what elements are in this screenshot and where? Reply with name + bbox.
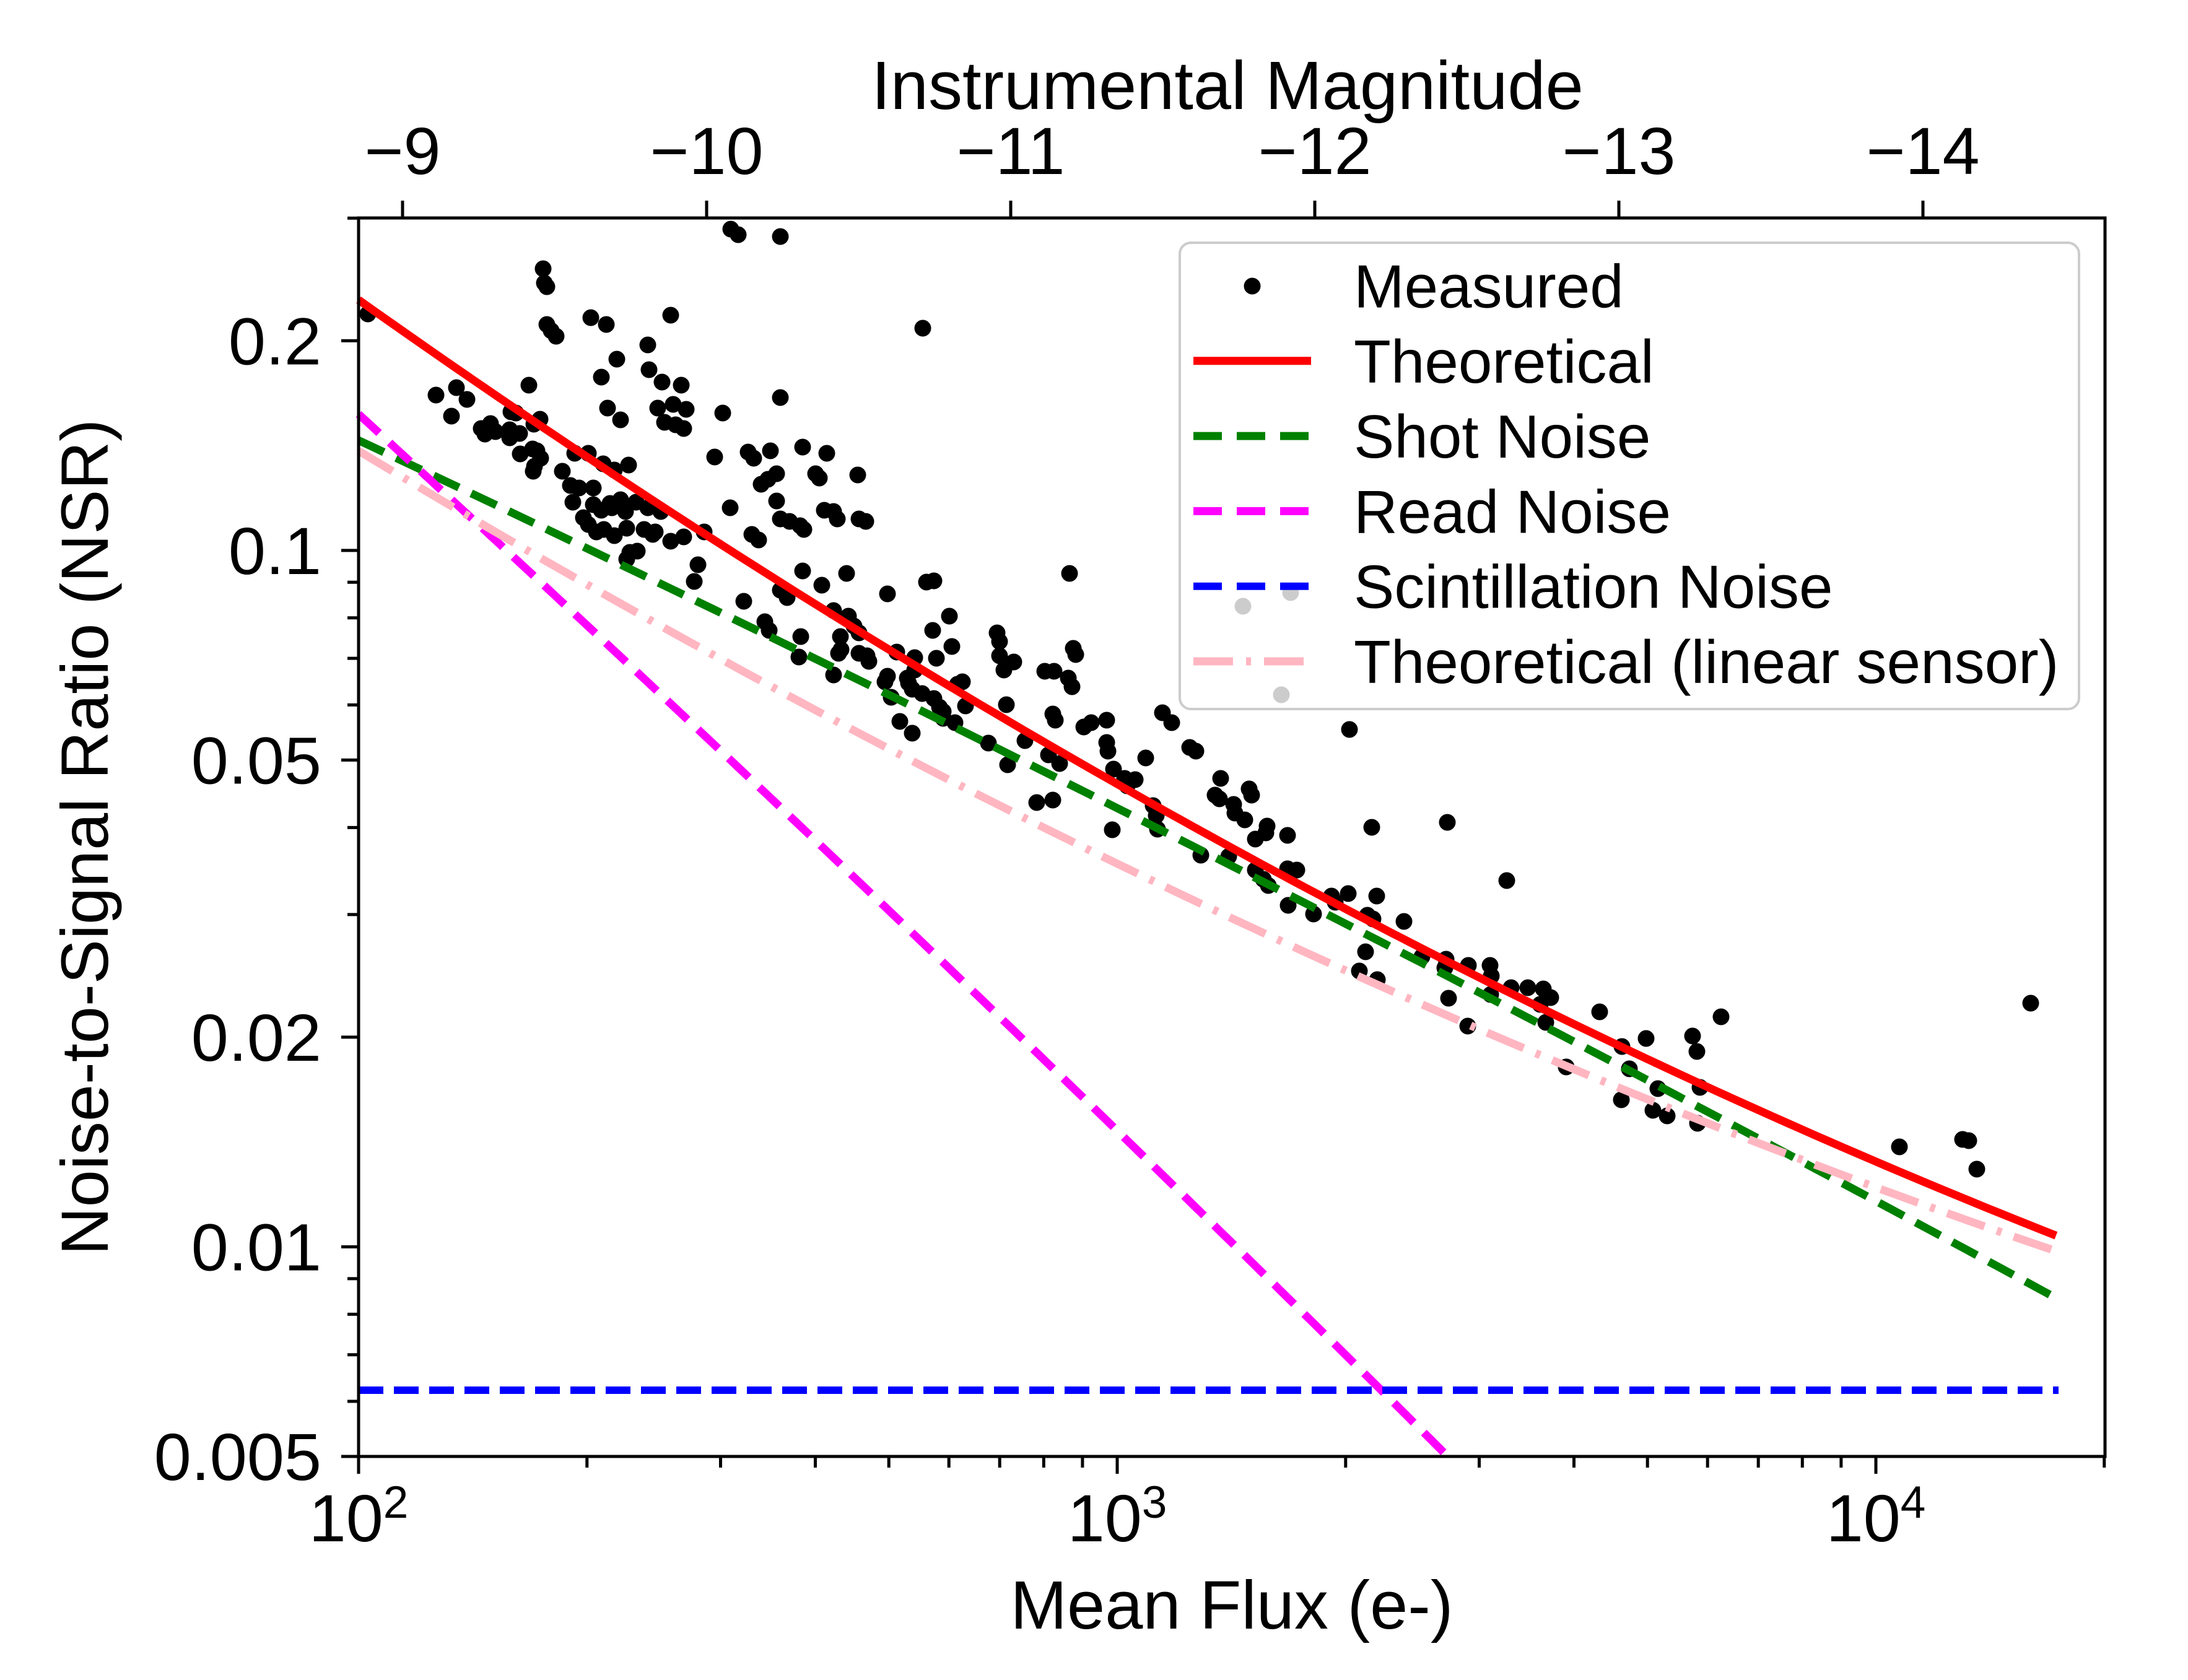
svg-text:−14: −14 [1866, 113, 1979, 188]
svg-text:0.005: 0.005 [154, 1419, 321, 1494]
svg-text:2: 2 [383, 1478, 409, 1528]
svg-text:−11: −11 [956, 113, 1065, 188]
svg-text:Shot Noise: Shot Noise [1354, 403, 1650, 471]
svg-text:Instrumental Magnitude: Instrumental Magnitude [871, 48, 1584, 124]
svg-text:−13: −13 [1562, 113, 1675, 188]
svg-text:Theoretical (linear sensor): Theoretical (linear sensor) [1354, 628, 2059, 696]
svg-text:Mean Flux (e-): Mean Flux (e-) [1010, 1567, 1453, 1643]
svg-text:0.2: 0.2 [229, 303, 321, 378]
svg-text:4: 4 [1901, 1478, 1926, 1528]
svg-text:Read Noise: Read Noise [1354, 477, 1671, 546]
svg-text:−9: −9 [364, 113, 440, 188]
svg-text:0.1: 0.1 [229, 513, 321, 588]
svg-text:0.01: 0.01 [191, 1210, 321, 1285]
svg-text:3: 3 [1142, 1478, 1167, 1528]
svg-text:10: 10 [1826, 1481, 1901, 1556]
svg-text:Scintillation Noise: Scintillation Noise [1354, 553, 1833, 621]
svg-text:−10: −10 [650, 113, 763, 188]
svg-text:−12: −12 [1258, 113, 1371, 188]
svg-text:0.05: 0.05 [191, 723, 321, 798]
svg-text:10: 10 [309, 1481, 383, 1556]
svg-text:Measured: Measured [1354, 253, 1624, 321]
svg-text:Noise-to-Signal Ratio (NSR): Noise-to-Signal Ratio (NSR) [47, 419, 122, 1255]
svg-text:Theoretical: Theoretical [1354, 328, 1654, 396]
svg-text:0.02: 0.02 [191, 1000, 321, 1075]
svg-text:10: 10 [1068, 1481, 1142, 1556]
